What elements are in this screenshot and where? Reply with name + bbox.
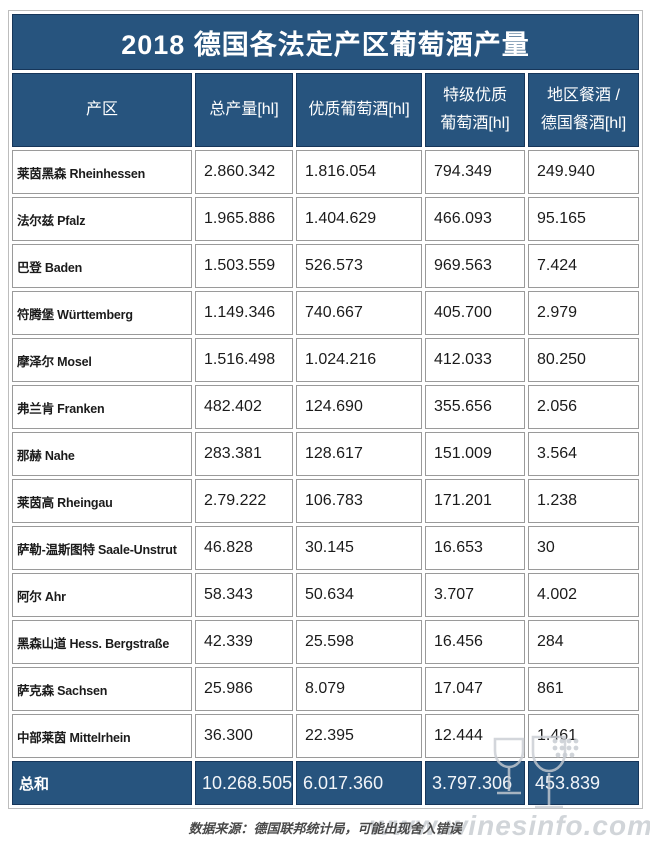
region-name: 弗兰肯 Franken	[12, 385, 192, 429]
value-cell: 106.783	[296, 479, 422, 523]
value-cell: 1.149.346	[195, 291, 293, 335]
value-cell: 284	[528, 620, 639, 664]
value-cell: 30.145	[296, 526, 422, 570]
source-note: 数据来源：德国联邦统计局，可能出现舍入错误	[188, 821, 462, 836]
value-cell: 526.573	[296, 244, 422, 288]
watermark-text: www.winesinfo.com	[369, 810, 650, 841]
value-cell: 95.165	[528, 197, 639, 241]
value-cell: 355.656	[425, 385, 525, 429]
total-value-cell: 10.268.505	[195, 761, 293, 805]
region-name: 中部莱茵 Mittelrhein	[12, 714, 192, 758]
region-name: 阿尔 Ahr	[12, 573, 192, 617]
value-cell: 16.653	[425, 526, 525, 570]
value-cell: 1.816.054	[296, 150, 422, 194]
value-cell: 1.461	[528, 714, 639, 758]
value-cell: 249.940	[528, 150, 639, 194]
region-name: 符腾堡 Württemberg	[12, 291, 192, 335]
column-header-1: 总产量[hl]	[195, 73, 293, 147]
value-cell: 2.860.342	[195, 150, 293, 194]
value-cell: 50.634	[296, 573, 422, 617]
value-cell: 1.404.629	[296, 197, 422, 241]
value-cell: 124.690	[296, 385, 422, 429]
value-cell: 1.516.498	[195, 338, 293, 382]
value-cell: 36.300	[195, 714, 293, 758]
region-name: 萨克森 Sachsen	[12, 667, 192, 711]
value-cell: 58.343	[195, 573, 293, 617]
value-cell: 12.444	[425, 714, 525, 758]
value-cell: 22.395	[296, 714, 422, 758]
region-name: 摩泽尔 Mosel	[12, 338, 192, 382]
column-header-2: 优质葡萄酒[hl]	[296, 73, 422, 147]
value-cell: 25.598	[296, 620, 422, 664]
value-cell: 2.056	[528, 385, 639, 429]
total-value-cell: 3.797.306	[425, 761, 525, 805]
region-name: 那赫 Nahe	[12, 432, 192, 476]
value-cell: 30	[528, 526, 639, 570]
value-cell: 794.349	[425, 150, 525, 194]
value-cell: 46.828	[195, 526, 293, 570]
value-cell: 2.79.222	[195, 479, 293, 523]
column-header-4: 地区餐酒 / 德国餐酒[hl]	[528, 73, 639, 147]
value-cell: 740.667	[296, 291, 422, 335]
region-name: 黑森山道 Hess. Bergstraße	[12, 620, 192, 664]
value-cell: 171.201	[425, 479, 525, 523]
value-cell: 1.238	[528, 479, 639, 523]
page-title: 2018 德国各法定产区葡萄酒产量	[12, 14, 639, 70]
region-name: 法尔兹 Pfalz	[12, 197, 192, 241]
value-cell: 3.564	[528, 432, 639, 476]
column-header-3: 特级优质 葡萄酒[hl]	[425, 73, 525, 147]
value-cell: 1.024.216	[296, 338, 422, 382]
value-cell: 1.503.559	[195, 244, 293, 288]
value-cell: 969.563	[425, 244, 525, 288]
table-grid: 产区 总产量[hl] 优质葡萄酒[hl] 特级优质 葡萄酒[hl] 地区餐酒 / 德国餐酒[…	[12, 73, 639, 805]
region-name: 莱茵黑森 Rheinhessen	[12, 150, 192, 194]
value-cell: 3.707	[425, 573, 525, 617]
value-cell: 482.402	[195, 385, 293, 429]
region-name: 巴登 Baden	[12, 244, 192, 288]
value-cell: 412.033	[425, 338, 525, 382]
value-cell: 283.381	[195, 432, 293, 476]
value-cell: 42.339	[195, 620, 293, 664]
value-cell: 405.700	[425, 291, 525, 335]
value-cell: 1.965.886	[195, 197, 293, 241]
region-name: 萨勒-温斯图特 Saale-Unstrut	[12, 526, 192, 570]
value-cell: 861	[528, 667, 639, 711]
value-cell: 2.979	[528, 291, 639, 335]
total-value-cell: 453.839	[528, 761, 639, 805]
value-cell: 7.424	[528, 244, 639, 288]
total-value-cell: 6.017.360	[296, 761, 422, 805]
value-cell: 4.002	[528, 573, 639, 617]
value-cell: 17.047	[425, 667, 525, 711]
value-cell: 151.009	[425, 432, 525, 476]
column-header-0: 产区	[12, 73, 192, 147]
value-cell: 8.079	[296, 667, 422, 711]
production-table: 2018 德国各法定产区葡萄酒产量 产区 总产量[hl] 优质葡萄酒[hl] 特级优质…	[8, 10, 643, 809]
value-cell: 25.986	[195, 667, 293, 711]
total-row-label: 总和	[12, 761, 192, 805]
value-cell: 80.250	[528, 338, 639, 382]
region-name: 莱茵高 Rheingau	[12, 479, 192, 523]
value-cell: 16.456	[425, 620, 525, 664]
value-cell: 466.093	[425, 197, 525, 241]
value-cell: 128.617	[296, 432, 422, 476]
